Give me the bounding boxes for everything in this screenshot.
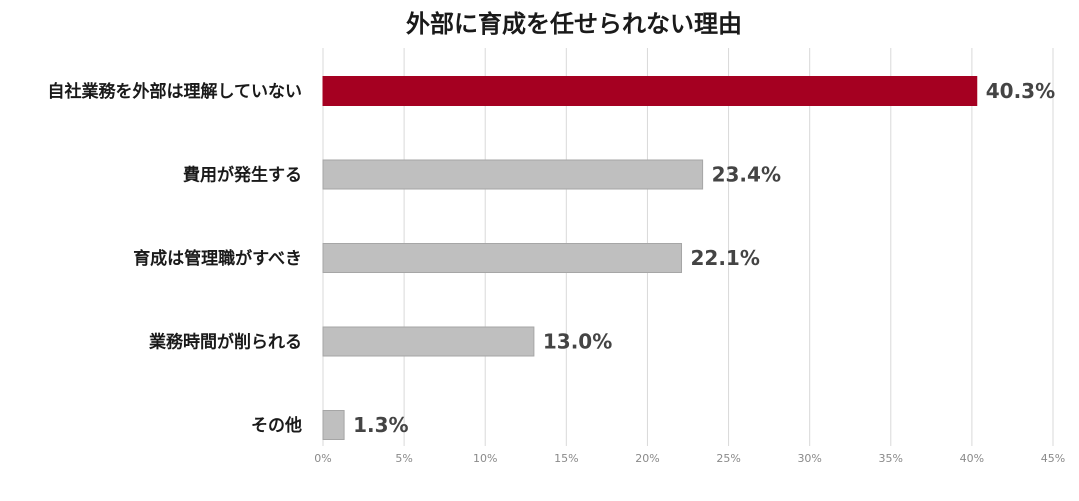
value-label: 40.3% (986, 79, 1055, 103)
chart-title: 外部に育成を任せられない理由 (406, 10, 742, 38)
value-label: 1.3% (353, 413, 408, 437)
category-label: 費用が発生する (183, 165, 302, 186)
value-label: 22.1% (691, 246, 760, 270)
category-label: その他 (251, 415, 302, 436)
category-label: 育成は管理職がすべき (133, 248, 302, 269)
x-tick-label: 35% (879, 452, 903, 465)
x-axis-ticks: 0% 5% 10% 15% 20% 25% 30% 35% 40% 45% (314, 452, 1065, 465)
bar (322, 76, 978, 106)
x-tick-label: 30% (797, 452, 821, 465)
bar (322, 159, 704, 190)
x-tick-label: 45% (1041, 452, 1065, 465)
bar (322, 326, 535, 357)
x-tick-label: 10% (473, 452, 497, 465)
bars (322, 76, 978, 440)
value-labels: 40.3% 23.4% 22.1% 13.0% 1.3% (353, 79, 1055, 437)
bar (322, 410, 345, 440)
category-labels: 自社業務を外部は理解していない費用が発生する育成は管理職がすべき業務時間が削られ… (48, 81, 303, 436)
x-tick-label: 15% (554, 452, 578, 465)
bar (322, 243, 683, 273)
x-tick-label: 0% (314, 452, 331, 465)
x-tick-label: 20% (635, 452, 659, 465)
value-label: 13.0% (543, 330, 612, 354)
x-tick-label: 5% (395, 452, 412, 465)
value-label: 23.4% (712, 163, 781, 187)
x-tick-label: 40% (960, 452, 984, 465)
category-label: 業務時間が削られる (149, 332, 302, 353)
x-tick-label: 25% (716, 452, 740, 465)
category-label: 自社業務を外部は理解していない (48, 81, 303, 102)
